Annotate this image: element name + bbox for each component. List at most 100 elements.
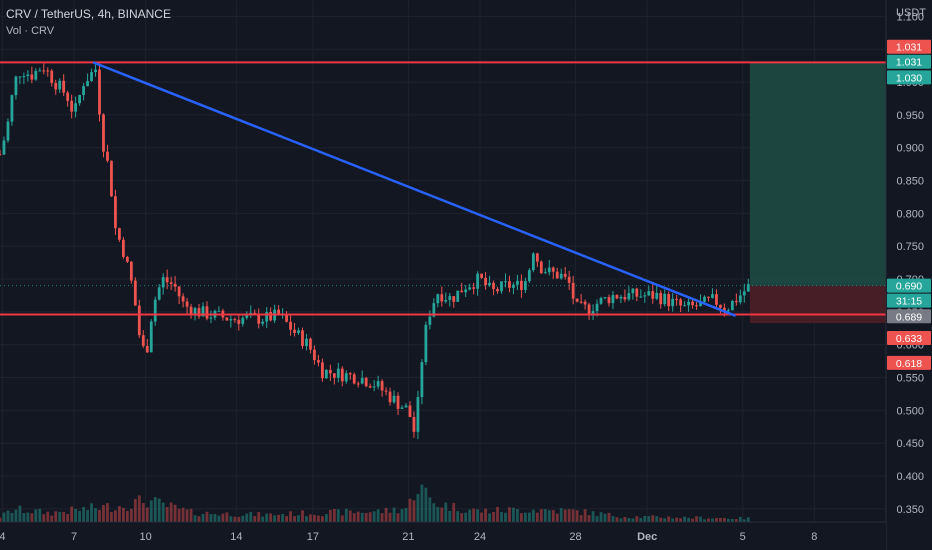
candle-body	[2, 140, 6, 155]
volume-bar	[261, 516, 265, 522]
volume-bar	[217, 515, 221, 522]
trend-line[interactable]	[92, 61, 737, 317]
volume-bar	[695, 516, 698, 522]
price-tick-label: 0.800	[896, 208, 924, 220]
price-tag	[887, 331, 931, 346]
candle-body	[615, 295, 619, 299]
candle-body	[305, 338, 308, 347]
volume-bar	[301, 510, 304, 522]
price-tick-label: 0.850	[896, 176, 924, 188]
price-tick-label: 0.400	[896, 471, 924, 483]
volume-bar	[595, 516, 599, 522]
candle-body	[145, 345, 149, 353]
volume-bar	[571, 509, 575, 522]
candle-body	[201, 306, 205, 317]
volume-bar	[543, 509, 547, 522]
candle-body	[631, 288, 635, 294]
volume-bar	[110, 511, 113, 522]
candle-body	[396, 395, 400, 409]
candle-body	[520, 280, 523, 291]
candle-body	[504, 281, 507, 283]
candle-body	[723, 307, 726, 312]
time-tick-label: 10	[140, 531, 152, 543]
volume-bar	[38, 508, 42, 522]
candle-body	[149, 321, 153, 353]
position-tool[interactable]	[0, 62, 886, 324]
volume-bar	[173, 504, 177, 522]
volume-bar	[352, 513, 356, 522]
volume-bar	[679, 518, 683, 522]
horizontal-lines[interactable]	[0, 61, 886, 316]
volume-bar	[277, 514, 281, 522]
candle-body	[444, 299, 448, 302]
candle-body	[527, 270, 531, 282]
candle-body	[332, 373, 336, 378]
symbol-title[interactable]: CRV / TetherUS, 4h, BINANCE	[6, 7, 171, 21]
volume-bar	[46, 511, 50, 522]
volume-bar	[627, 518, 631, 522]
volume-bar	[523, 512, 527, 522]
volume-bar	[683, 516, 686, 522]
candle-body	[464, 289, 468, 293]
candle-body	[313, 349, 316, 361]
volume-bar	[62, 511, 66, 522]
candle-body	[70, 100, 74, 112]
candle-body	[380, 381, 384, 391]
candle-body	[488, 282, 491, 286]
volume-bar	[118, 506, 121, 522]
time-axis[interactable]: 4 7 10 14 17 21 24 28 Dec 5 8	[0, 521, 886, 550]
volume-bar	[376, 509, 380, 522]
candle-body	[42, 70, 46, 72]
volume-bar	[245, 513, 249, 522]
candle-body	[86, 81, 89, 87]
price-tag-text: 31:15	[896, 296, 922, 308]
candle-body	[535, 253, 539, 262]
candle-body	[94, 69, 97, 73]
volume-bar	[149, 500, 153, 522]
candle-body	[555, 271, 559, 279]
candle-body	[197, 308, 201, 317]
price-axis[interactable]: 1.1001.0501.0000.9500.9000.8500.8000.750…	[885, 0, 932, 550]
candle-body	[392, 395, 396, 403]
candle-body	[583, 301, 587, 305]
price-tag	[887, 293, 931, 308]
candle-body	[352, 374, 356, 384]
volume-bar	[551, 510, 555, 522]
volume-bar	[639, 518, 643, 522]
price-tick-label: 0.900	[896, 143, 924, 155]
candle-body	[715, 294, 718, 305]
volume-bar	[651, 515, 655, 522]
volume-bar	[241, 515, 245, 522]
volume-bar	[723, 517, 726, 522]
volume-bar	[631, 518, 635, 522]
volume-bar	[30, 513, 34, 522]
price-tag	[887, 355, 931, 370]
volume-bar	[82, 506, 85, 522]
volume-bar	[269, 513, 273, 522]
candle-body	[472, 287, 476, 289]
volume-bar	[285, 516, 288, 522]
candle-body	[98, 69, 101, 115]
volume-bar	[599, 512, 603, 522]
time-tick-label: Dec	[637, 531, 657, 543]
candle-body	[225, 317, 229, 321]
volume-bar	[611, 516, 615, 522]
volume-bar	[106, 503, 109, 522]
volume-bar	[504, 512, 507, 522]
candle-body	[691, 301, 694, 306]
time-tick-label: 5	[740, 531, 746, 543]
candle-body	[217, 310, 221, 312]
price-tag	[887, 309, 931, 324]
volume-bar	[213, 514, 217, 522]
volume-bar	[114, 510, 117, 522]
volume-bar	[18, 505, 22, 522]
candle-body	[428, 316, 432, 325]
candle-body	[50, 70, 54, 83]
volume-bar	[476, 509, 480, 522]
volume-bar	[452, 502, 456, 522]
volume-bar	[655, 516, 659, 522]
time-tick-label: 14	[230, 531, 242, 543]
volume-bar	[667, 516, 671, 522]
volume-legend[interactable]: Vol · CRV	[6, 25, 55, 37]
